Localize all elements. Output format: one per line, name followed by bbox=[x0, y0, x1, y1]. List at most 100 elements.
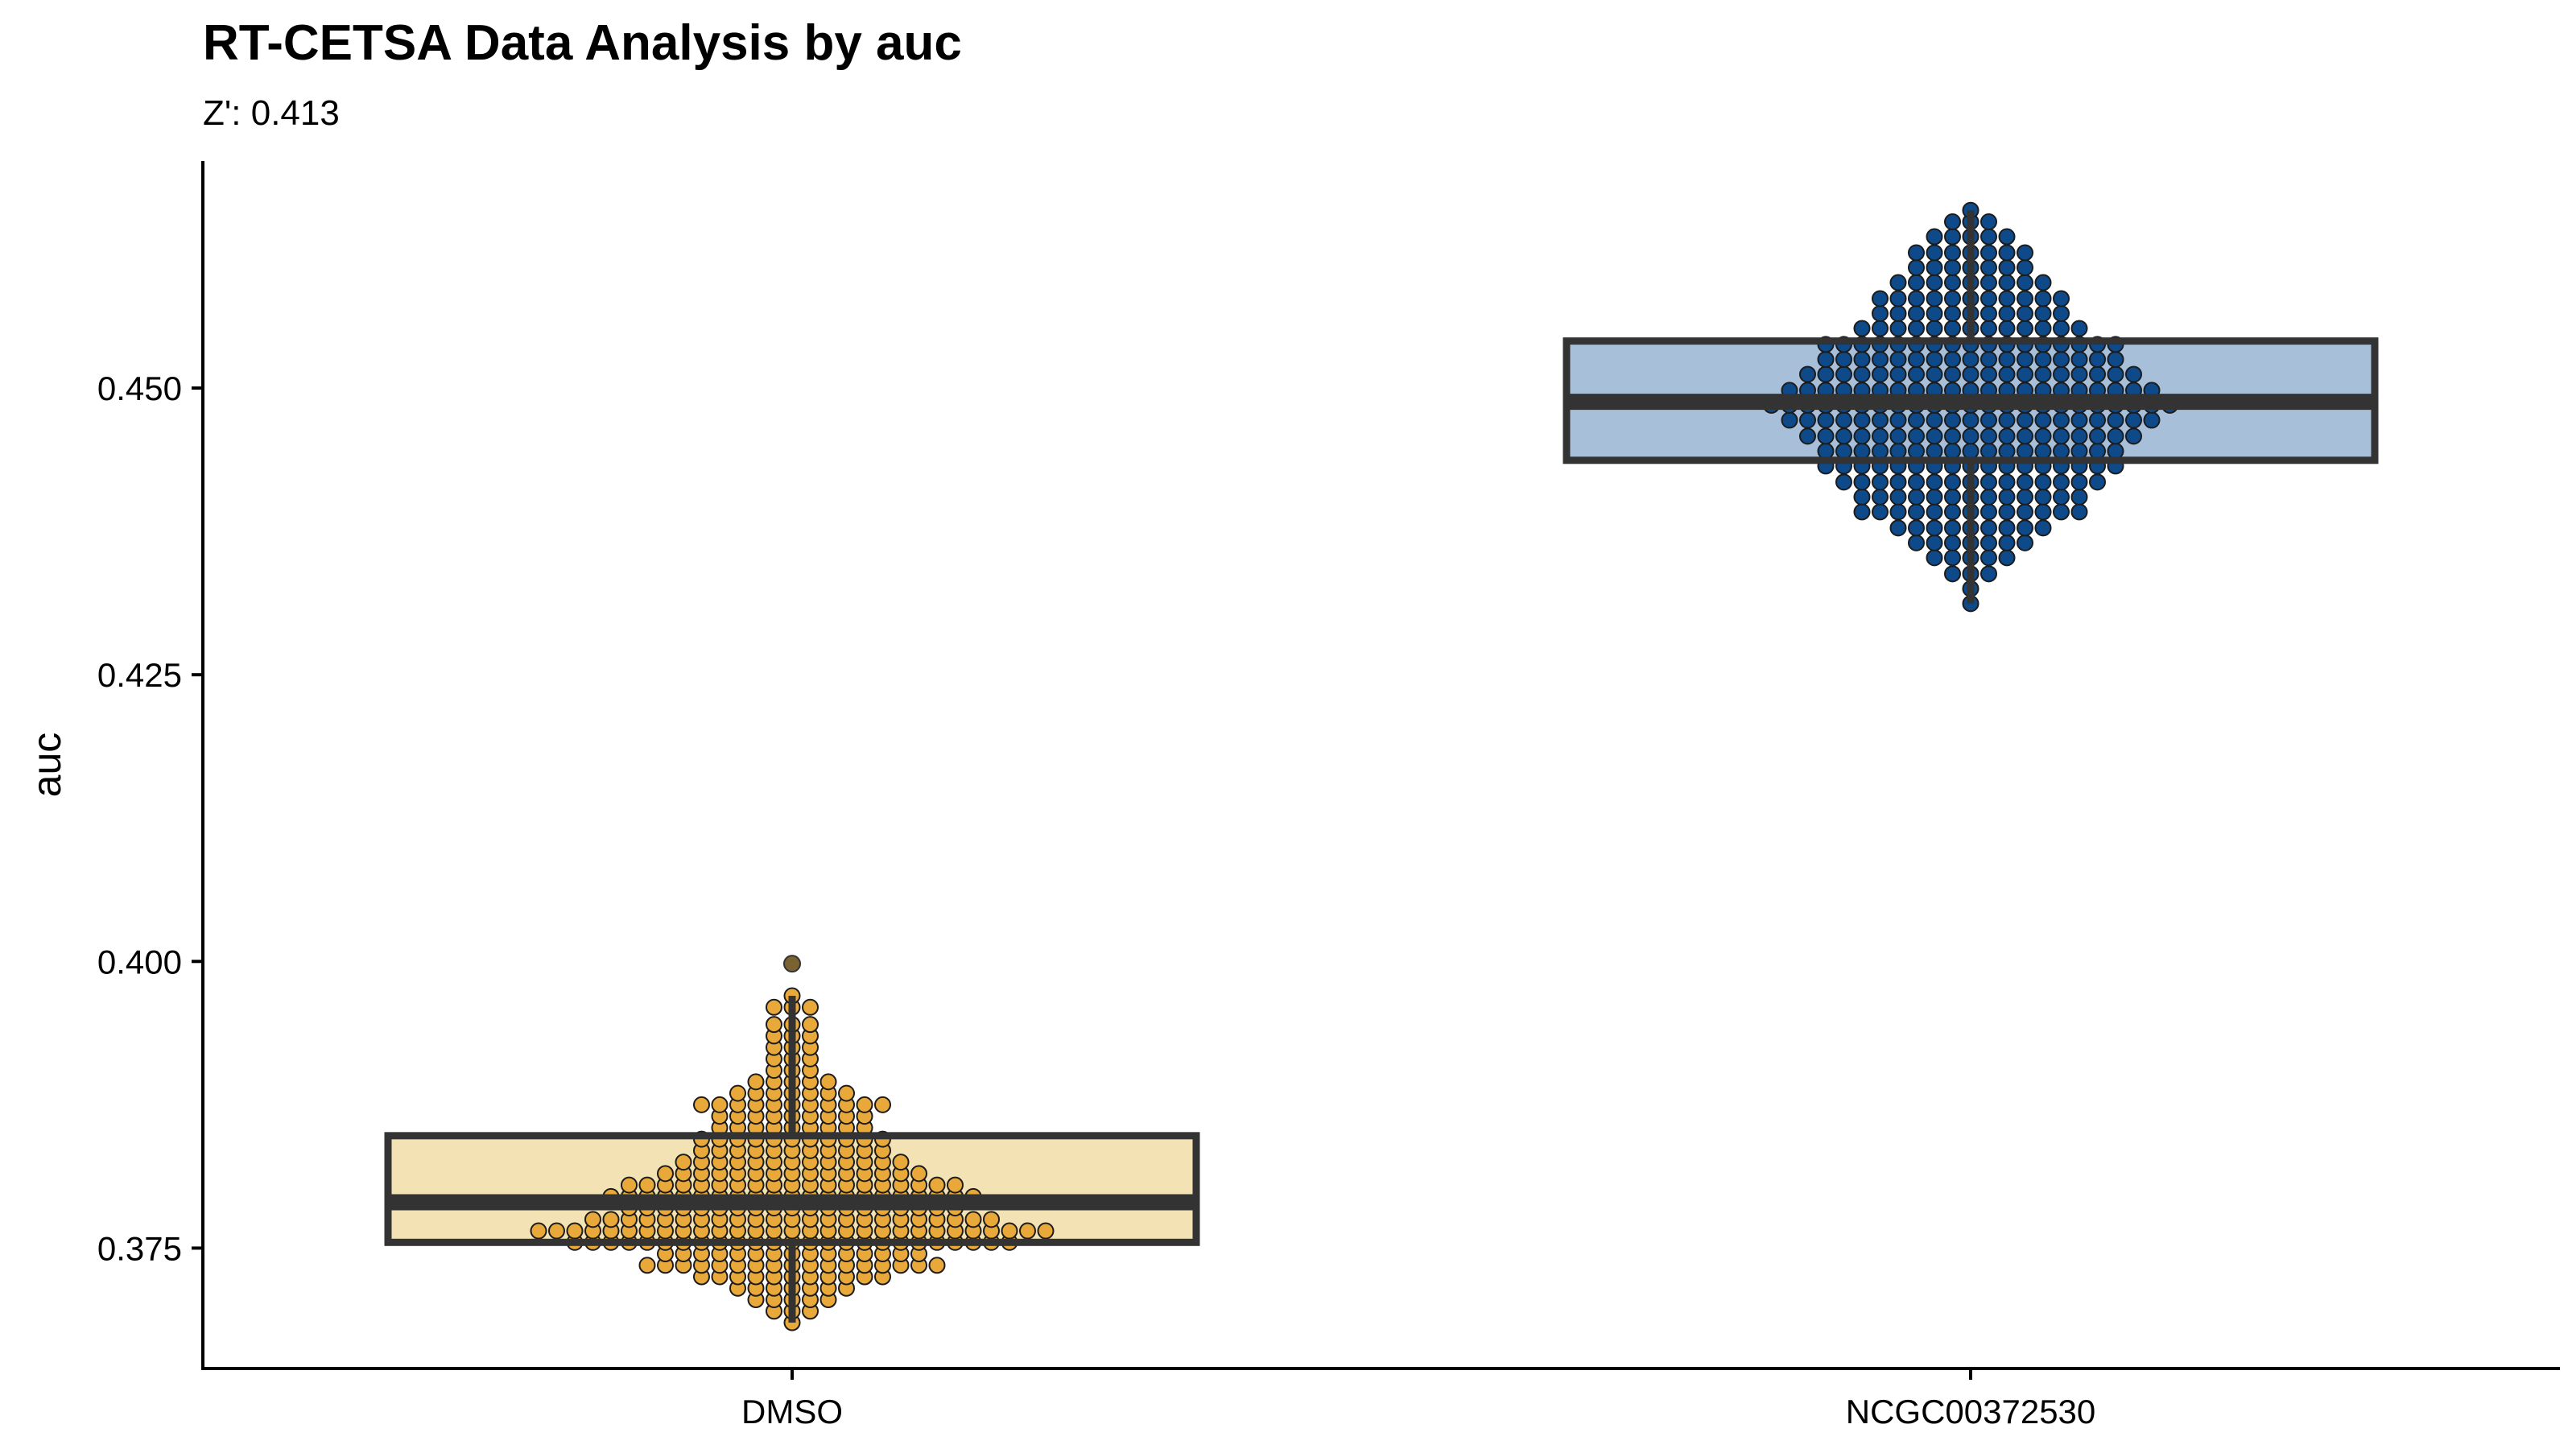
data-point bbox=[1998, 519, 2016, 537]
data-point bbox=[819, 1073, 837, 1091]
data-point bbox=[1817, 411, 1835, 429]
data-point bbox=[1889, 503, 1907, 521]
data-point bbox=[1944, 258, 1961, 276]
data-point bbox=[874, 1096, 891, 1113]
data-point bbox=[1908, 427, 1925, 445]
data-point bbox=[1944, 442, 1961, 460]
data-point bbox=[1944, 320, 1961, 337]
data-point bbox=[1019, 1222, 1036, 1240]
data-point bbox=[1872, 320, 1889, 337]
data-point bbox=[1980, 427, 1997, 445]
data-point bbox=[1980, 549, 1997, 567]
data-point bbox=[1962, 365, 1979, 383]
data-point bbox=[856, 1096, 873, 1113]
data-point bbox=[1872, 365, 1889, 383]
data-point bbox=[1889, 274, 1907, 291]
data-point bbox=[1817, 365, 1835, 383]
data-point bbox=[1872, 427, 1889, 445]
data-point bbox=[1998, 290, 2016, 308]
data-point bbox=[2017, 258, 2033, 276]
data-point bbox=[2053, 427, 2070, 445]
data-point bbox=[1980, 503, 1997, 521]
data-point bbox=[1962, 411, 1979, 429]
data-point bbox=[1926, 290, 1943, 308]
data-point bbox=[1908, 442, 1925, 460]
data-point bbox=[1998, 488, 2016, 506]
data-point bbox=[1980, 488, 1997, 506]
data-point bbox=[1835, 442, 1852, 460]
data-point bbox=[1926, 350, 1943, 368]
data-point bbox=[1998, 365, 2016, 383]
data-point bbox=[1817, 427, 1835, 445]
data-point bbox=[1853, 320, 1871, 337]
data-point bbox=[1944, 304, 1961, 322]
data-point bbox=[2070, 473, 2088, 491]
data-point bbox=[2034, 320, 2052, 337]
data-point bbox=[1998, 244, 2016, 262]
data-point bbox=[1908, 503, 1925, 521]
data-point bbox=[1926, 519, 1943, 537]
data-point bbox=[1872, 442, 1889, 460]
x-tick-label: NCGC00372530 bbox=[1846, 1393, 2096, 1430]
data-point bbox=[2017, 442, 2033, 460]
data-point bbox=[1980, 274, 1997, 291]
data-point bbox=[1980, 213, 1997, 230]
data-point bbox=[1962, 442, 1979, 460]
data-point bbox=[2070, 320, 2088, 337]
data-point bbox=[2053, 365, 2070, 383]
data-point bbox=[1817, 442, 1835, 460]
y-axis-ticks: 0.375 0.400 0.425 0.450 bbox=[97, 369, 203, 1267]
data-point bbox=[729, 1084, 746, 1102]
data-point bbox=[2070, 350, 2088, 368]
data-point bbox=[983, 1211, 1000, 1228]
data-point bbox=[1799, 365, 1816, 383]
data-point bbox=[1872, 290, 1889, 308]
data-point bbox=[1853, 411, 1871, 429]
data-point bbox=[1980, 320, 1997, 337]
data-point bbox=[1980, 228, 1997, 246]
data-point bbox=[964, 1211, 982, 1228]
data-point bbox=[1926, 244, 1943, 262]
data-point bbox=[2143, 411, 2161, 429]
data-point bbox=[530, 1222, 547, 1240]
data-point bbox=[1944, 427, 1961, 445]
data-point bbox=[1944, 213, 1961, 230]
data-point bbox=[1889, 473, 1907, 491]
data-point bbox=[2017, 519, 2033, 537]
y-tick-label: 0.425 bbox=[97, 656, 182, 694]
data-point bbox=[2017, 427, 2033, 445]
data-point bbox=[2107, 442, 2124, 460]
data-point bbox=[1872, 473, 1889, 491]
data-point bbox=[747, 1073, 765, 1091]
data-point bbox=[1908, 411, 1925, 429]
data-point bbox=[1908, 290, 1925, 308]
data-point bbox=[2017, 350, 2033, 368]
data-point bbox=[1835, 365, 1852, 383]
data-point bbox=[1889, 365, 1907, 383]
x-axis-ticks: DMSO NCGC00372530 bbox=[741, 1368, 2095, 1430]
data-point bbox=[1998, 320, 2016, 337]
data-point bbox=[1799, 411, 1816, 429]
data-point bbox=[1926, 503, 1943, 521]
data-point bbox=[1998, 534, 2016, 551]
data-point bbox=[1872, 503, 1889, 521]
data-point bbox=[1998, 228, 2016, 246]
data-point bbox=[2125, 411, 2142, 429]
data-point bbox=[1998, 442, 2016, 460]
data-point bbox=[1853, 503, 1871, 521]
data-point bbox=[1853, 488, 1871, 506]
data-point bbox=[1944, 534, 1961, 551]
data-point bbox=[802, 998, 819, 1016]
data-point bbox=[1944, 274, 1961, 291]
data-point bbox=[2017, 290, 2033, 308]
data-point bbox=[1889, 350, 1907, 368]
box-outline-group bbox=[384, 955, 1200, 1323]
data-point bbox=[2053, 320, 2070, 337]
box-outline bbox=[384, 1132, 1200, 1246]
data-point bbox=[2070, 442, 2088, 460]
data-point bbox=[947, 1176, 964, 1194]
data-point bbox=[1944, 350, 1961, 368]
data-point bbox=[2089, 365, 2106, 383]
y-tick-label: 0.375 bbox=[97, 1229, 182, 1267]
